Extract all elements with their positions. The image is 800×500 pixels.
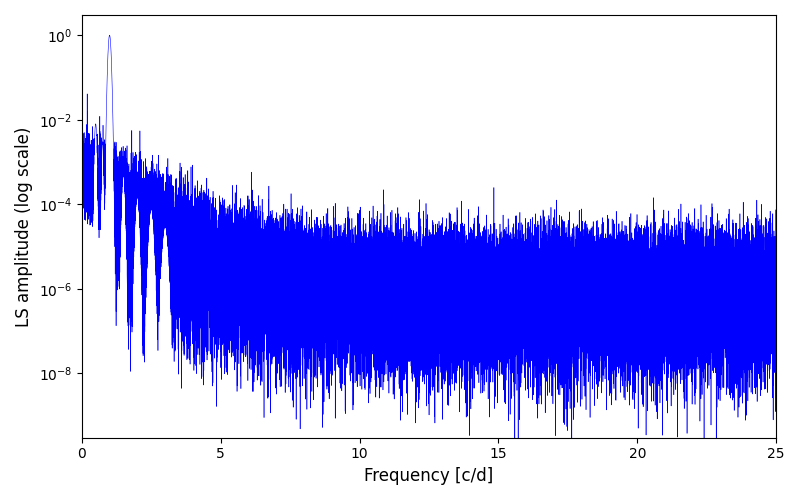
Y-axis label: LS amplitude (log scale): LS amplitude (log scale): [15, 126, 33, 326]
X-axis label: Frequency [c/d]: Frequency [c/d]: [364, 467, 494, 485]
